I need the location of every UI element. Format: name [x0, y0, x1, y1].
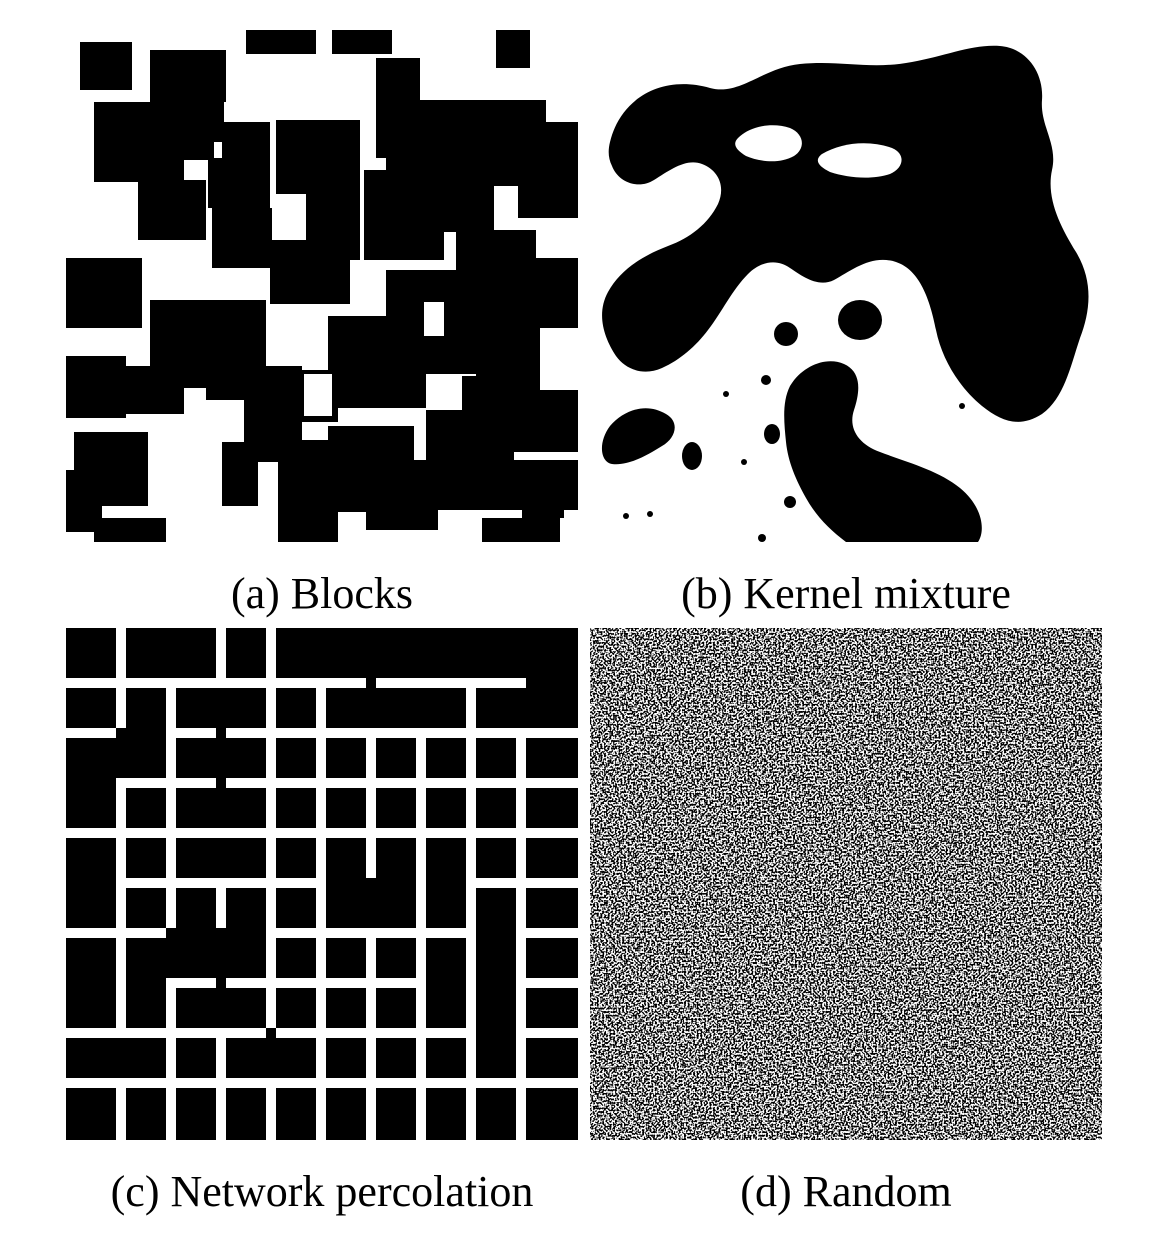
- caption-network-percolation: (c) Network percolation: [110, 1167, 534, 1216]
- caption-random: (d) Random: [740, 1167, 952, 1216]
- random-image: [590, 628, 1102, 1140]
- kernel-mixture-blobs: [601, 45, 1089, 542]
- network-percolation-gaps: [126, 678, 578, 988]
- blocks-pattern: [66, 30, 578, 542]
- random-pattern: [590, 628, 1102, 1140]
- blocks-image: [66, 30, 578, 542]
- network-percolation-bridges: [66, 628, 578, 1078]
- random-noise: [590, 628, 1102, 1140]
- caption-kernel-mixture: (b) Kernel mixture: [681, 569, 1011, 618]
- blocks-squares: [66, 30, 578, 542]
- caption-blocks: (a) Blocks: [230, 569, 414, 618]
- network-percolation-image: [66, 628, 578, 1140]
- kernel-mixture-pattern: [590, 30, 1102, 542]
- kernel-mixture-image: [590, 30, 1102, 542]
- blocks-holes: [214, 142, 444, 416]
- network-percolation-pattern: [66, 628, 578, 1140]
